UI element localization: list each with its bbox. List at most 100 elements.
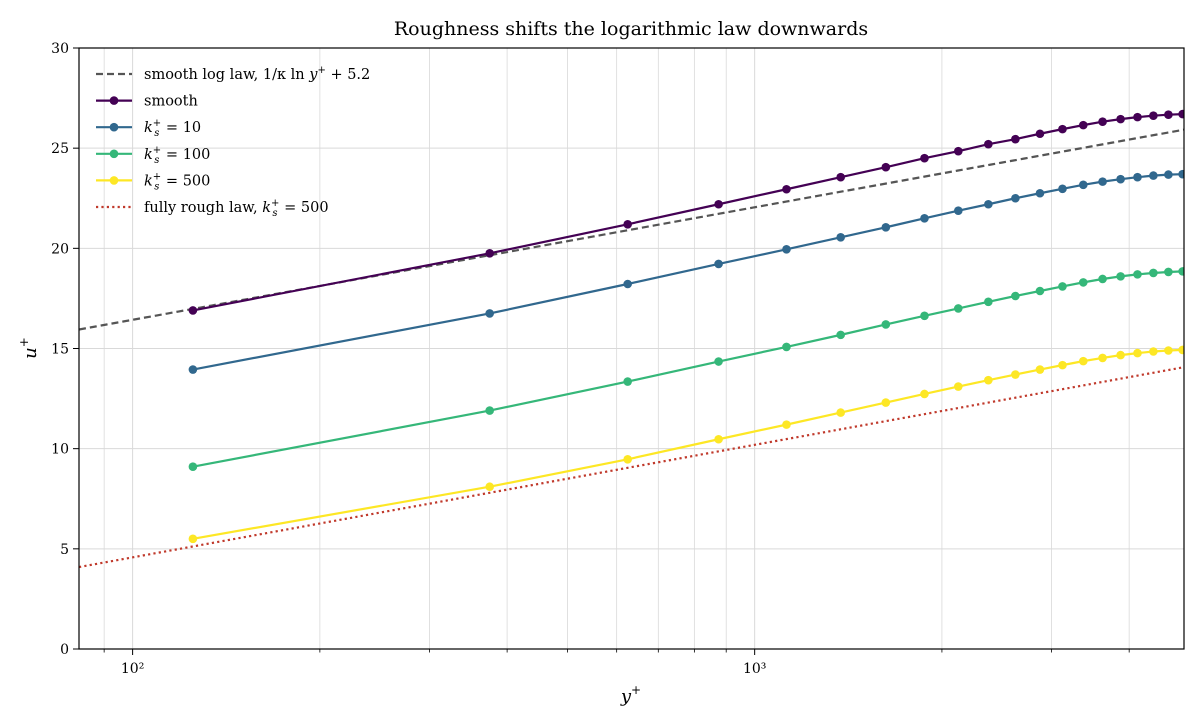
series-0-point: [188, 306, 198, 315]
y-tick-label: 5: [60, 542, 69, 558]
y-tick-label: 20: [51, 241, 69, 257]
series-3-point: [1058, 360, 1067, 370]
series-0-point: [485, 249, 494, 258]
series-3-point: [1011, 370, 1020, 379]
series-1-point: [623, 279, 632, 289]
series-0-point: [1098, 117, 1107, 127]
series-1-point: [1178, 169, 1184, 179]
series-3-point: [1035, 365, 1045, 374]
series-3-point: [836, 408, 845, 417]
series-2-point: [881, 320, 891, 329]
series-2-point: [984, 297, 993, 307]
series-1-point: [1078, 180, 1088, 190]
legend-item: k+ s = 500: [96, 171, 210, 192]
series-2-point: [623, 377, 632, 386]
series-1-point: [1011, 193, 1020, 203]
series-1-point: [954, 206, 963, 215]
series-0-point: [1011, 134, 1020, 144]
series-2-point: [1164, 267, 1173, 277]
legend-marker: [109, 122, 119, 132]
series-1-point: [881, 223, 891, 232]
series-1-point: [836, 233, 845, 242]
y-tick-label: 25: [51, 141, 69, 157]
series-1-point: [1098, 177, 1107, 186]
series-0-point: [1178, 109, 1184, 119]
series-1-point: [1164, 170, 1173, 179]
legend-label: fully rough law, k+ s = 500: [144, 198, 329, 219]
series-3-point: [1178, 345, 1184, 355]
legend-label: k+ s = 100: [144, 145, 210, 166]
series-1-point: [1116, 174, 1125, 184]
series-3-point: [1164, 346, 1173, 355]
legend-marker: [109, 149, 119, 159]
series-3-point: [881, 398, 891, 407]
series-3-point: [623, 454, 632, 464]
series-2-point: [1149, 268, 1158, 278]
y-tick-label: 0: [60, 642, 69, 658]
legend-marker: [109, 176, 119, 185]
series-2-point: [1133, 270, 1142, 279]
series-0-point: [1035, 129, 1045, 139]
series-0-point: [1116, 114, 1125, 124]
x-tick-label: 10³: [743, 661, 766, 677]
series-2-point: [920, 311, 929, 321]
legend-label: smooth: [144, 94, 198, 110]
series-2-point: [836, 330, 845, 340]
series-1-point: [1133, 172, 1142, 182]
series-1-point: [1058, 184, 1067, 194]
series-0-point: [954, 146, 963, 156]
series-0-point: [1164, 110, 1173, 120]
series-1-point: [1149, 171, 1158, 180]
legend-item: k+ s = 100: [96, 145, 210, 166]
series-1-point: [920, 213, 929, 223]
series-3-point: [1133, 348, 1142, 358]
series-2-point: [1078, 278, 1088, 287]
series-3-point: [188, 534, 198, 544]
y-tick-label: 30: [51, 41, 69, 57]
y-tick-label: 10: [51, 442, 69, 458]
series-3-point: [1149, 347, 1158, 356]
series-0-point: [714, 199, 723, 209]
series-1-point: [984, 199, 993, 209]
series-3-point: [485, 482, 494, 492]
x-axis: 10² 10³: [103, 649, 1130, 677]
series-0-point: [984, 139, 993, 149]
series-3-point: [984, 375, 993, 385]
series-2-point: [1035, 286, 1045, 296]
x-axis-label: y+: [620, 683, 641, 707]
y-axis: 0 5 10 15 20 25 30: [51, 41, 79, 658]
legend-item: fully rough law, k+ s = 500: [96, 198, 329, 219]
series-0-point: [1149, 111, 1158, 121]
y-axis-label: u+: [17, 337, 41, 359]
series-3-point: [782, 420, 791, 429]
series-3-point: [1098, 353, 1107, 363]
series-1-point: [782, 245, 791, 254]
series-0-point: [1058, 124, 1067, 134]
series-3-point: [714, 434, 723, 444]
series-2-point: [714, 357, 723, 366]
series-2-point: [782, 342, 791, 352]
series-0-point: [881, 162, 891, 172]
series-2-point: [1011, 291, 1020, 301]
x-tick-label: 10²: [121, 661, 144, 677]
series-0-point: [1078, 120, 1088, 130]
legend-item: smooth: [96, 94, 198, 110]
series-2-point: [1098, 274, 1107, 284]
legend-label: k+ s = 500: [144, 171, 210, 192]
legend-item: k+ s = 10: [96, 118, 201, 139]
legend-label: smooth log law, 1/κ ln y+ + 5.2: [144, 65, 370, 83]
legend: smooth log law, 1/κ ln y+ + 5.2 smooth k+ s…: [96, 65, 370, 219]
chart-title: Roughness shifts the logarithmic law dow…: [394, 18, 868, 40]
series-2-point: [1116, 272, 1125, 281]
fully-rough-law-line: [79, 366, 1184, 569]
series-0-point: [836, 172, 845, 182]
legend-marker: [109, 96, 119, 105]
series-3-point: [954, 382, 963, 391]
series-1-point: [1035, 188, 1045, 198]
series-2-point: [1178, 267, 1184, 276]
legend-label: k+ s = 10: [144, 118, 201, 139]
series-3-point: [1116, 350, 1125, 360]
series-1-point: [714, 259, 723, 269]
